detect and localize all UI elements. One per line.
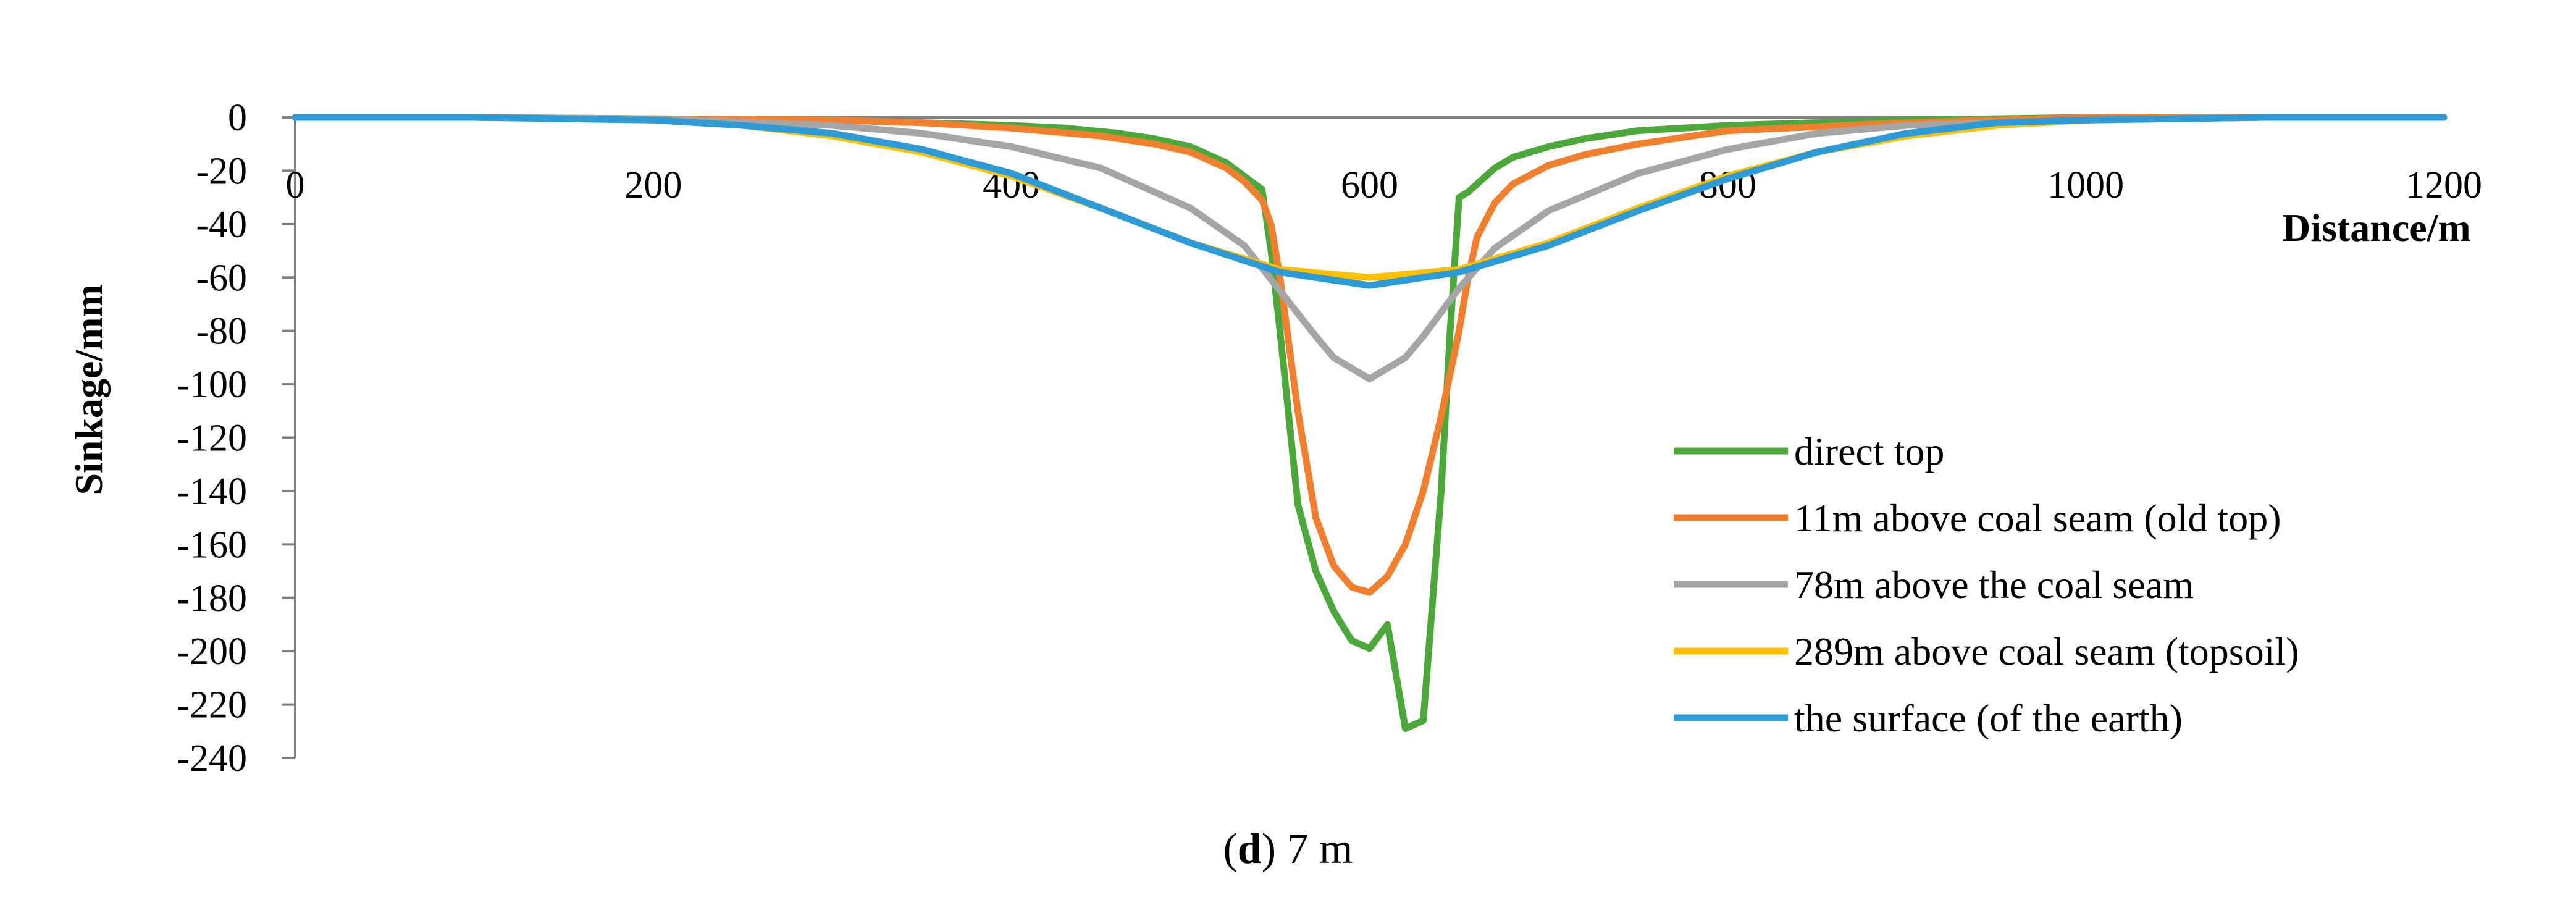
series-line-5	[292, 114, 2448, 289]
y-tick-label: -80	[196, 311, 247, 353]
series-line-2	[292, 114, 2448, 596]
caption-letter: d	[1237, 825, 1262, 873]
caption-open-paren: (	[1223, 825, 1238, 873]
y-tick-label: -40	[196, 204, 247, 246]
legend-label-4: 289m above coal seam (topsoil)	[1794, 629, 2299, 673]
y-tick-label: -200	[177, 631, 247, 673]
caption-close-paren: )	[1261, 825, 1277, 873]
legend-label-5: the surface (of the earth)	[1794, 696, 2183, 740]
x-tick-label: 600	[1341, 164, 1398, 206]
figure-caption: (d) 7 m	[0, 825, 2576, 874]
legend-label-1: direct top	[1794, 429, 1944, 473]
x-tick-label: 200	[624, 164, 682, 206]
series-lines	[292, 114, 2448, 732]
legend: direct top 11m above coal seam (old top) 7…	[1674, 429, 2299, 740]
x-tick-label: 1200	[2406, 164, 2482, 206]
y-tick-label: -20	[196, 150, 247, 192]
y-tick-label: 0	[228, 97, 247, 139]
y-tick-label: -220	[177, 684, 247, 726]
x-tick-label: 1000	[2047, 164, 2124, 206]
legend-label-3: 78m above the coal seam	[1794, 563, 2194, 607]
series-line-1	[292, 114, 2448, 732]
y-axis-ticks: 0 -20 -40 -60 -80 -100 -120 -140 -160 -180 -200 -22…	[177, 97, 295, 780]
series-line-3	[292, 114, 2448, 382]
x-axis-ticks: 0 200 400 600 800 1000 1200	[286, 164, 2483, 206]
y-tick-label: -140	[177, 471, 247, 513]
caption-text: 7 m	[1276, 825, 1353, 873]
y-tick-label: -180	[177, 578, 247, 620]
x-axis-title: Distance/m	[2282, 206, 2471, 250]
y-tick-label: -60	[196, 257, 247, 299]
y-tick-label: -100	[177, 364, 247, 406]
legend-label-2: 11m above coal seam (old top)	[1794, 496, 2281, 540]
y-tick-label: -120	[177, 418, 247, 460]
x-tick-label: 0	[286, 164, 305, 206]
y-tick-label: -240	[177, 738, 247, 780]
y-tick-label: -160	[177, 524, 247, 566]
y-axis-title: Sinkage/mm	[67, 284, 111, 495]
